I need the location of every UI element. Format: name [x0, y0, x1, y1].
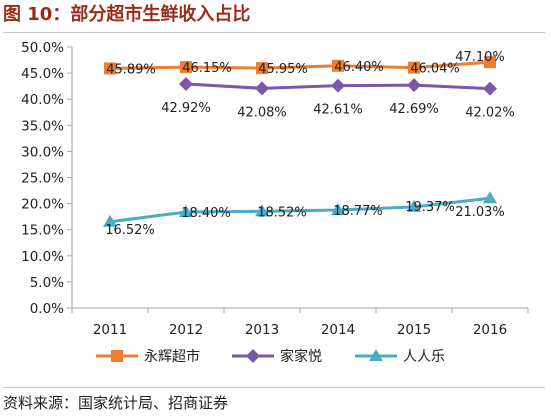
data-label: 45.89% [106, 62, 156, 77]
legend-item-2: 家家悦 [232, 348, 322, 365]
legend-marker [246, 349, 260, 363]
data-point [255, 204, 269, 217]
source-note: 资料来源：国家统计局、招商证券 [3, 394, 229, 412]
data-label: 19.37% [405, 200, 455, 215]
x-tick-label: 2014 [321, 322, 355, 338]
x-tick-label: 2013 [245, 322, 279, 338]
data-label: 42.02% [465, 106, 515, 121]
data-point [483, 191, 497, 204]
x-tick-label: 2012 [169, 322, 203, 338]
y-tick-label: 20.0% [21, 197, 64, 213]
data-label: 45.95% [258, 62, 308, 77]
x-axis: 2011 2012 2013 2014 2015 2016 [71, 307, 529, 338]
y-tick-label: 15.0% [21, 223, 64, 239]
data-label: 18.52% [257, 205, 307, 220]
data-point [331, 78, 345, 93]
data-point [179, 76, 193, 91]
data-label: 18.77% [333, 204, 383, 219]
data-label: 42.08% [237, 105, 287, 120]
y-tick-label: 40.0% [21, 92, 64, 108]
data-point [255, 81, 269, 96]
data-label: 42.92% [161, 101, 211, 116]
data-label: 42.61% [313, 103, 363, 118]
legend-item-3: 人人乐 [355, 349, 445, 365]
data-point [331, 203, 345, 216]
y-tick-label: 0.0% [30, 301, 64, 317]
legend-marker [369, 349, 383, 361]
series-line [109, 60, 491, 70]
x-tick-label: 2016 [473, 322, 507, 338]
y-tick-label: 10.0% [21, 249, 64, 265]
series-layer: 45.89% 46.15% 45.95% 46.40% 46.04%47.10% 42.9… [103, 50, 515, 238]
series-1: 45.89% 46.15% 45.95% 46.40% 46.04%47.10% [104, 50, 505, 77]
data-point [104, 62, 116, 75]
y-axis: 0.0% 5.0% 10.0% 15.0% 20.0% 25.0% 30.0% 35.0% 40… [21, 40, 73, 317]
y-tick-label: 50.0% [21, 40, 64, 56]
x-tick-label: 2015 [397, 322, 431, 338]
legend: 永辉超市 家家悦 人人乐 [96, 348, 445, 365]
data-label: 47.10% [455, 50, 505, 65]
data-label: 42.69% [389, 102, 439, 117]
title-divider [3, 32, 545, 33]
legend-marker [111, 350, 123, 362]
data-point [180, 61, 192, 74]
source-divider [3, 387, 545, 388]
data-point [408, 61, 420, 74]
legend-label: 家家悦 [280, 348, 322, 365]
legend-item-1: 永辉超市 [96, 348, 200, 365]
data-label: 18.40% [181, 206, 231, 221]
line-chart: 0.0% 5.0% 10.0% 15.0% 20.0% 25.0% 30.0% 35.0% 40… [21, 40, 529, 365]
y-tick-label: 45.0% [21, 66, 64, 82]
y-tick-label: 5.0% [30, 275, 64, 291]
data-point [484, 56, 496, 69]
series-3: 16.52% 18.40% 18.52% 18.77% 19.37% 21.03% [103, 191, 505, 238]
data-point [256, 62, 268, 75]
data-point [332, 59, 344, 72]
legend-label: 人人乐 [403, 349, 445, 365]
x-tick-label: 2011 [93, 322, 127, 338]
data-label: 46.15% [182, 61, 232, 76]
figure-title: 图 10：部分超市生鲜收入占比 [3, 4, 251, 25]
series-line [109, 196, 491, 224]
data-point [179, 204, 193, 217]
data-point [407, 199, 421, 212]
y-tick-label: 35.0% [21, 118, 64, 134]
data-point [483, 81, 497, 96]
data-label: 16.52% [105, 223, 155, 238]
series-2: 42.92% 42.08% 42.61% 42.69% 42.02% [161, 76, 515, 121]
y-tick-label: 25.0% [21, 171, 64, 187]
legend-label: 永辉超市 [144, 348, 200, 365]
data-point [407, 78, 421, 93]
data-label: 21.03% [455, 205, 505, 220]
data-label: 46.04% [410, 62, 460, 77]
data-label: 46.40% [334, 60, 384, 75]
y-tick-label: 30.0% [21, 144, 64, 160]
data-point [103, 214, 117, 227]
